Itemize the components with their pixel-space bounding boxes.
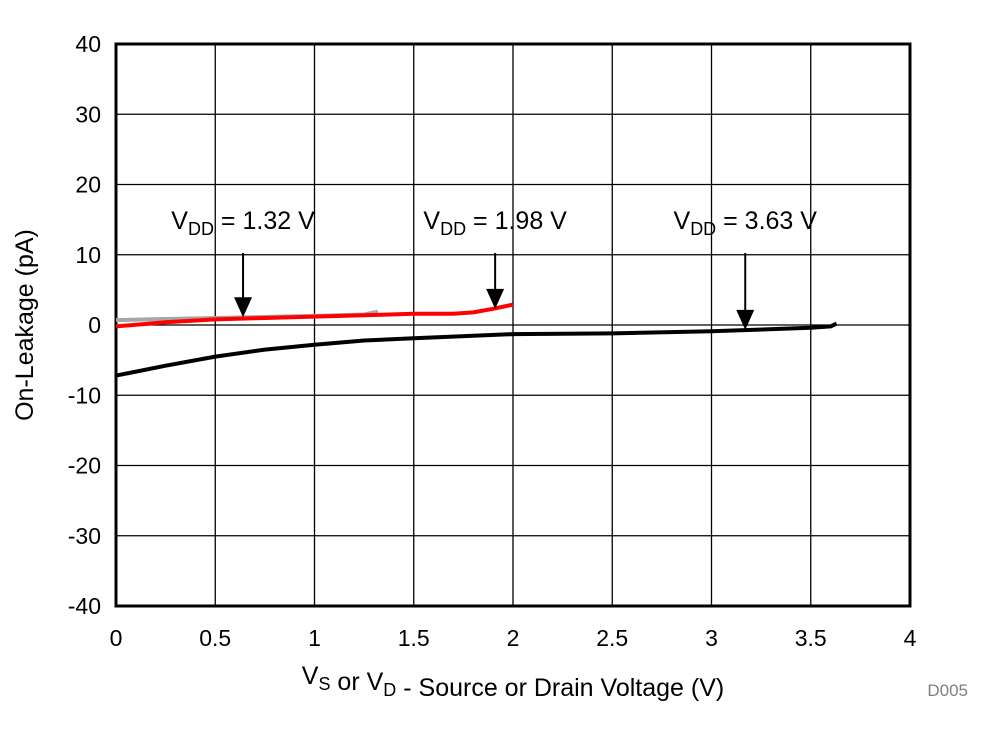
annotation-arrow-head <box>486 288 505 309</box>
y-tick-label: -30 <box>68 523 101 549</box>
annotation-label-3: VDD = 3.63 V <box>674 207 818 239</box>
x-tick-label: 4 <box>904 625 917 651</box>
x-tick-label: 0.5 <box>199 625 231 651</box>
y-tick-label: 10 <box>75 242 101 268</box>
y-tick-label: 0 <box>88 312 101 338</box>
x-axis-label: VS or VD - Source or Drain Voltage (V) <box>302 662 724 702</box>
series-line-2 <box>115 302 514 329</box>
annotation-label-2: VDD = 1.98 V <box>423 207 567 239</box>
x-tick-label: 1.5 <box>398 625 430 651</box>
annotation-arrow-head <box>234 297 253 318</box>
x-tick-label: 3 <box>705 625 718 651</box>
y-tick-label: 30 <box>75 101 101 127</box>
y-tick-label: -40 <box>68 593 101 619</box>
y-tick-label: -10 <box>68 382 101 408</box>
x-tick-label: 3.5 <box>795 625 827 651</box>
figure-id: D005 <box>927 681 968 700</box>
x-tick-label: 2.5 <box>596 625 628 651</box>
x-tick-label: 1 <box>308 625 321 651</box>
x-tick-label: 2 <box>507 625 520 651</box>
annotation-label-1: VDD = 1.32 V <box>171 207 315 239</box>
y-tick-label: 20 <box>75 172 101 198</box>
annotation-arrow-head <box>736 309 755 330</box>
y-tick-label: -20 <box>68 453 101 479</box>
y-axis-label: On-Leakage (pA) <box>11 229 39 421</box>
y-tick-label: 40 <box>75 31 101 57</box>
x-tick-label: 0 <box>110 625 123 651</box>
series-line-3 <box>115 321 838 378</box>
